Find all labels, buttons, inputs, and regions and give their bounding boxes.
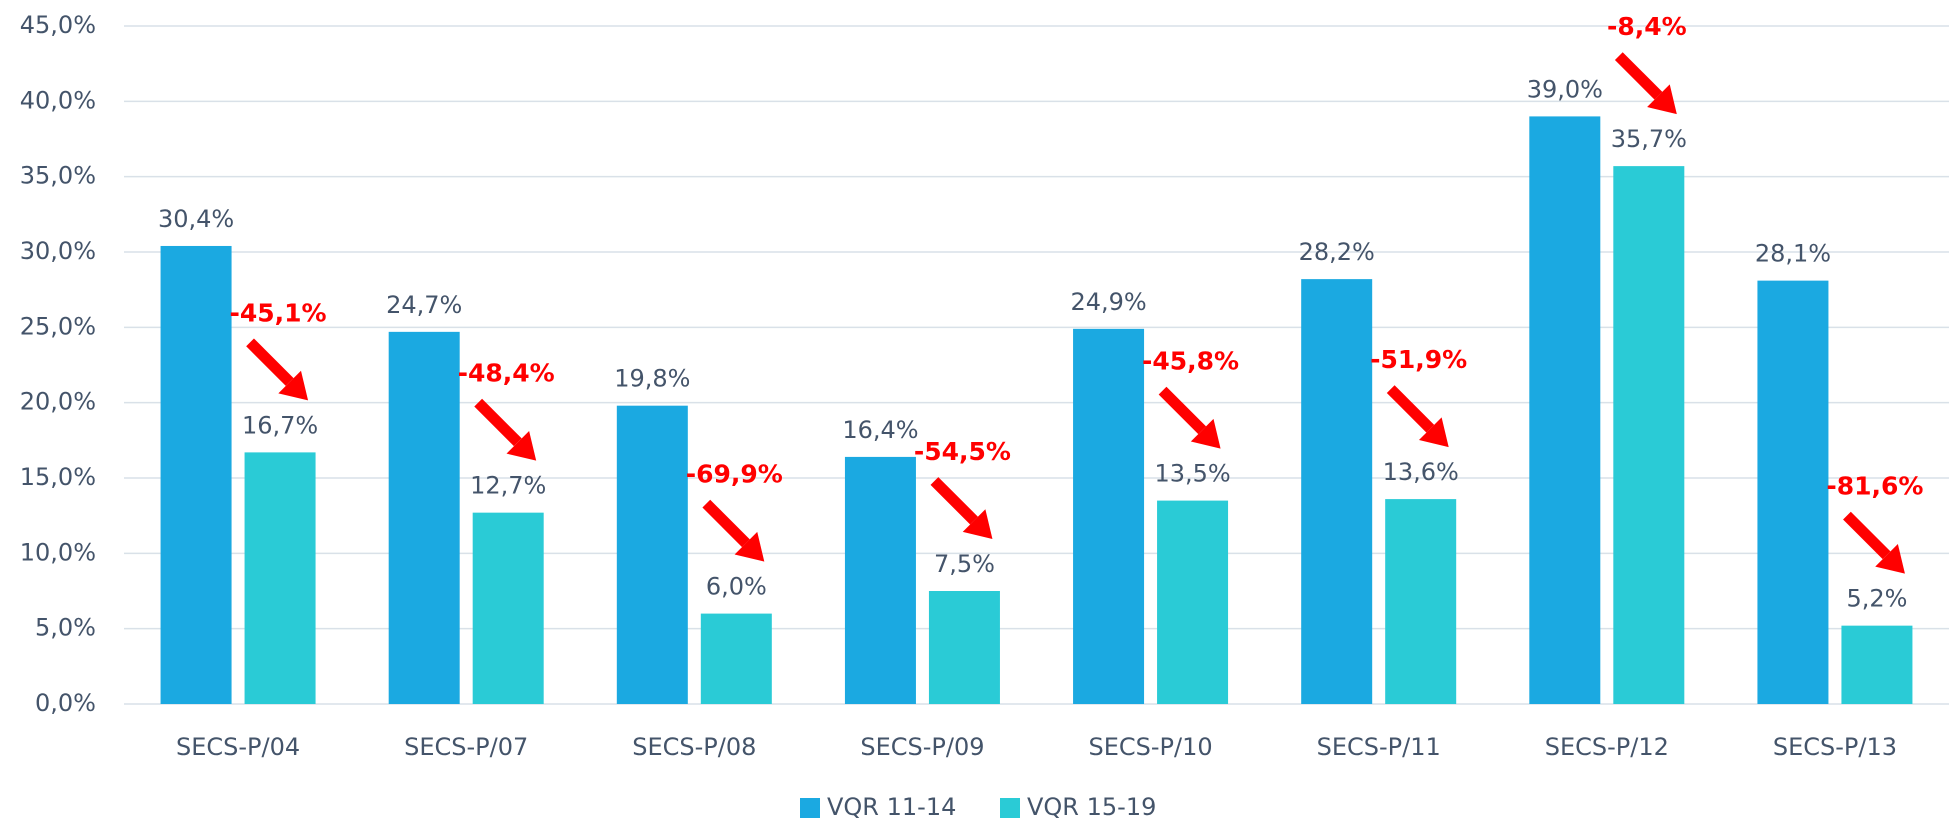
value-label: 16,4%	[842, 416, 918, 444]
y-tick-label: 10,0%	[20, 538, 96, 566]
legend-label: VQR 11-14	[827, 793, 956, 821]
annotation: -45,1%	[230, 298, 327, 327]
arrow-head	[1647, 84, 1677, 115]
annotation: -54,5%	[914, 437, 1011, 466]
arrow-head	[1418, 417, 1449, 448]
y-tick-label: 35,0%	[20, 162, 96, 190]
x-tick-label: SECS-P/08	[632, 733, 756, 761]
y-tick-label: 5,0%	[35, 614, 96, 642]
annotation: -48,4%	[458, 359, 555, 388]
value-label: 24,9%	[1070, 288, 1146, 316]
annotation: -69,9%	[686, 460, 783, 489]
arrow-shaft	[930, 477, 978, 525]
x-tick-label: SECS-P/13	[1773, 733, 1897, 761]
arrow-head	[734, 531, 765, 562]
bar	[844, 456, 916, 704]
legend-label: VQR 15-19	[1027, 793, 1156, 821]
x-tick-label: SECS-P/04	[176, 733, 300, 761]
x-tick-label: SECS-P/10	[1088, 733, 1212, 761]
x-tick-label: SECS-P/11	[1317, 733, 1441, 761]
arrow-head	[1190, 418, 1221, 449]
arrow-head	[1875, 543, 1905, 574]
value-label: 7,5%	[934, 550, 995, 578]
legend-swatch	[1000, 798, 1020, 818]
bar	[700, 613, 772, 704]
bar	[1157, 500, 1229, 704]
value-label: 28,1%	[1755, 240, 1831, 268]
bar	[160, 245, 232, 704]
arrow-shaft	[1386, 385, 1435, 433]
annotation: -8,4%	[1607, 12, 1687, 41]
value-label: 30,4%	[158, 205, 234, 233]
y-tick-label: 45,0%	[20, 11, 96, 39]
y-tick-label: 30,0%	[20, 237, 96, 265]
arrow-shaft	[1843, 511, 1891, 560]
arrow-head	[506, 430, 537, 461]
bar	[616, 405, 688, 704]
y-tick-label: 0,0%	[35, 689, 96, 717]
bar	[472, 512, 544, 704]
bar	[1613, 166, 1685, 704]
y-tick-label: 15,0%	[20, 463, 96, 491]
bar	[1073, 328, 1145, 704]
bar	[1841, 625, 1913, 704]
value-label: 24,7%	[386, 291, 462, 319]
annotation: -81,6%	[1826, 472, 1923, 501]
bar	[1385, 499, 1457, 704]
arrow-shaft	[702, 499, 750, 548]
value-label: 19,8%	[614, 365, 690, 393]
bar	[244, 452, 316, 704]
legend-swatch	[800, 798, 820, 818]
annotation: -45,8%	[1142, 347, 1239, 376]
value-label: 39,0%	[1527, 75, 1603, 103]
value-label: 6,0%	[706, 573, 767, 601]
x-tick-label: SECS-P/12	[1545, 733, 1669, 761]
y-tick-label: 20,0%	[20, 388, 96, 416]
value-label: 16,7%	[242, 411, 318, 439]
value-label: 28,2%	[1299, 238, 1375, 266]
value-label: 12,7%	[470, 472, 546, 500]
arrow-head	[962, 509, 993, 539]
value-label: 13,5%	[1154, 460, 1230, 488]
arrow-head	[278, 370, 309, 401]
bar	[1757, 280, 1829, 704]
x-tick-label: SECS-P/09	[860, 733, 984, 761]
arrow-shaft	[1614, 52, 1663, 100]
y-tick-label: 25,0%	[20, 312, 96, 340]
annotation: -51,9%	[1370, 345, 1467, 374]
value-label: 5,2%	[1846, 585, 1907, 613]
value-label: 13,6%	[1383, 458, 1459, 486]
arrow-shaft	[246, 338, 294, 386]
y-tick-label: 40,0%	[20, 86, 96, 114]
bar	[388, 331, 460, 704]
bar	[1529, 116, 1601, 704]
x-tick-label: SECS-P/07	[404, 733, 528, 761]
bar	[1301, 279, 1373, 704]
arrow-shaft	[1158, 386, 1207, 435]
bar	[928, 591, 1000, 704]
arrow-shaft	[474, 398, 522, 447]
value-label: 35,7%	[1611, 125, 1687, 153]
